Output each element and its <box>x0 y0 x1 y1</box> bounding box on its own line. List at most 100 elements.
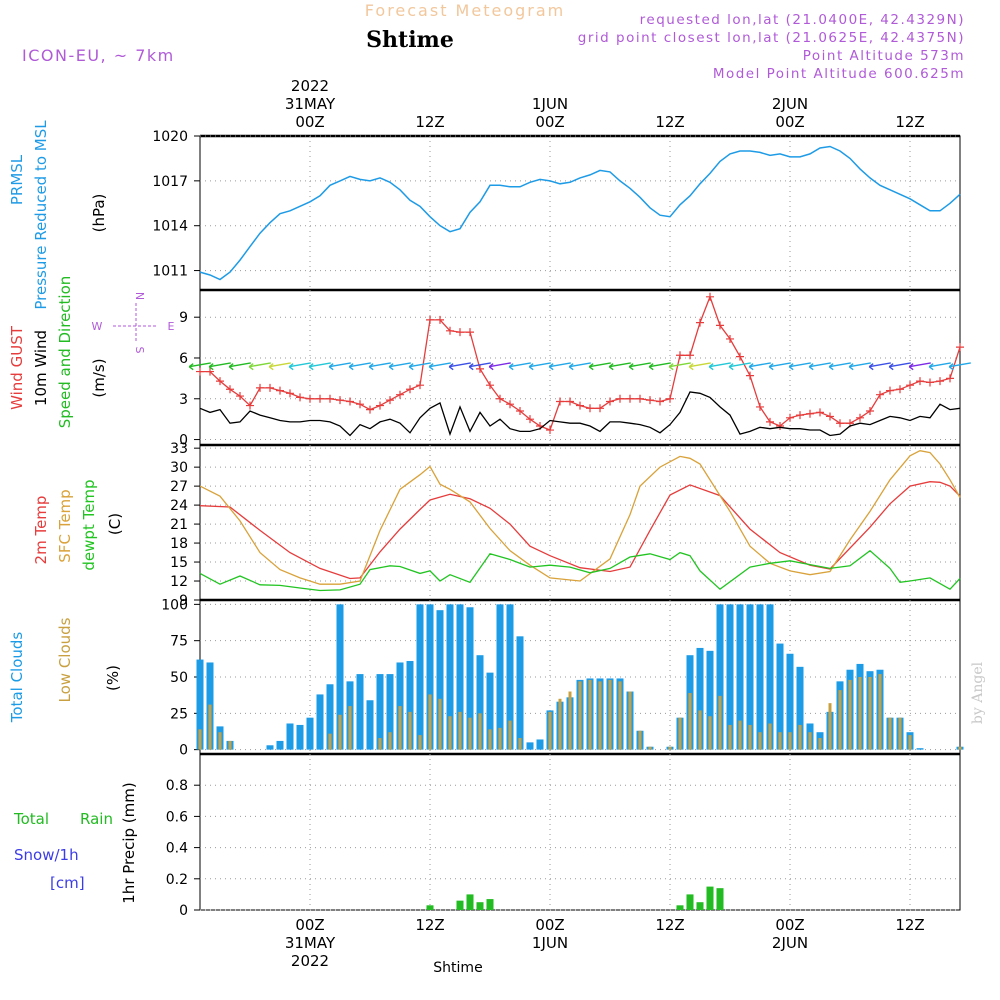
rain-bar <box>716 888 724 910</box>
wind-arrow-head <box>868 363 874 371</box>
ytick-label: 9 <box>179 310 188 326</box>
gust-marker <box>426 315 434 324</box>
wind-arrow <box>829 362 851 368</box>
gust-marker <box>406 385 414 394</box>
wind-arrow <box>889 362 911 368</box>
low-cloud-bar <box>898 717 902 750</box>
wind-arrow <box>269 362 291 368</box>
gust-marker <box>646 396 654 405</box>
low-cloud-bar <box>798 724 802 750</box>
bottom-axis-label: 12Z <box>895 916 924 934</box>
gust-marker <box>226 385 234 394</box>
low-cloud-bar <box>818 738 822 750</box>
low-cloud-bar <box>618 681 622 750</box>
bottom-axis-label: 1JUN <box>532 934 568 952</box>
total-cloud-bar <box>516 636 524 750</box>
wind-arrow-head <box>608 363 614 371</box>
gust-marker <box>386 396 394 405</box>
panel-frame <box>199 444 961 601</box>
wind-arrow-head <box>328 363 334 371</box>
ytick-label: 1011 <box>152 264 188 280</box>
panel-units-label: (C) <box>106 513 124 535</box>
gust-marker <box>456 328 464 337</box>
wind-compass: N S W E <box>92 292 175 354</box>
gust-marker <box>956 343 964 352</box>
total-cloud-bar <box>276 740 284 750</box>
gust-marker <box>916 377 924 386</box>
panel-side-label: Pressure Reduced to MSL <box>32 120 50 310</box>
wind-arrow <box>609 362 631 368</box>
wind-arrow <box>249 362 271 368</box>
ytick-label: 1014 <box>152 219 188 235</box>
wind-arrow-head <box>548 363 554 371</box>
wind-arrow <box>849 362 871 368</box>
total-cloud-bar <box>316 694 324 750</box>
wind-arrow-head <box>368 363 374 371</box>
low-cloud-bar <box>848 679 852 750</box>
wind-arrow <box>729 362 751 368</box>
wind-arrow-head <box>448 363 454 371</box>
gust-marker <box>296 393 304 402</box>
panel-frame <box>199 135 961 291</box>
total-cloud-bar <box>386 674 394 750</box>
low-cloud-bar <box>748 724 752 750</box>
panel-side-label: 10m Wind <box>32 330 50 406</box>
low-cloud-bar <box>718 695 722 750</box>
total-cloud-bar <box>406 661 414 750</box>
low-cloud-bar <box>468 717 472 750</box>
gust-marker <box>336 396 344 405</box>
total-cloud-bar <box>916 748 924 750</box>
total-cloud-bar <box>326 684 334 750</box>
gust-marker <box>726 334 734 343</box>
total-cloud-bar <box>496 604 504 750</box>
gust-marker <box>326 394 334 403</box>
panels: PRMSL Pressure Reduced to MSL (hPa) Wind GU… <box>8 120 971 919</box>
low-cloud-bar <box>868 677 872 750</box>
wind-arrow <box>669 362 691 368</box>
total-cloud-bar <box>746 604 754 750</box>
wind-arrow <box>649 362 671 368</box>
ytick-label: 18 <box>170 536 188 552</box>
panel-side-label: Wind GUST <box>8 325 26 410</box>
low-cloud-bar <box>208 704 212 750</box>
panel-0: 1011 1014 1017 1020 <box>152 129 961 291</box>
wind-arrow <box>629 362 651 368</box>
location-title: Shtime <box>366 27 454 53</box>
rain-bar <box>676 905 684 910</box>
wind-arrow-head <box>808 363 814 371</box>
low-cloud-bar <box>908 735 912 750</box>
total-cloud-bar <box>766 604 774 750</box>
low-cloud-bar <box>888 717 892 750</box>
requested-coords: requested lon,lat (21.0400E, 42.4329N) <box>640 12 965 28</box>
gust-marker <box>766 417 774 426</box>
gust-marker <box>816 408 824 417</box>
low-cloud-bar <box>778 732 782 750</box>
low-cloud-bar <box>828 703 832 750</box>
total-cloud-bar <box>296 724 304 750</box>
gust-marker <box>756 402 764 411</box>
gust-marker <box>906 381 914 390</box>
gust-marker <box>746 371 754 380</box>
wind-arrow <box>409 362 431 368</box>
wind-arrow <box>589 362 611 368</box>
ytick-label: 33 <box>170 441 188 457</box>
wind-arrow <box>209 362 231 368</box>
low-cloud-bar <box>218 732 222 750</box>
panel-2: 9 12 15 18 21 24 27 30 33 <box>170 441 961 609</box>
wind-arrows <box>188 362 971 371</box>
total-cloud-bar <box>416 604 424 750</box>
gust-marker <box>666 394 674 403</box>
wind-arrow <box>689 362 711 368</box>
total-cloud-bar <box>196 659 204 750</box>
gust-marker <box>396 390 404 399</box>
ytick-label: 9 <box>179 593 188 609</box>
wind-arrow <box>749 362 771 368</box>
low-cloud-bar <box>578 681 582 750</box>
gust-marker <box>526 415 534 424</box>
ytick-label: 1020 <box>152 129 188 145</box>
compass-w: W <box>92 320 103 333</box>
wind-arrow-head <box>628 363 634 371</box>
gust-marker <box>306 394 314 403</box>
footer-location: Shtime <box>433 960 482 976</box>
header-title-top: Forecast Meteogram <box>365 1 565 20</box>
